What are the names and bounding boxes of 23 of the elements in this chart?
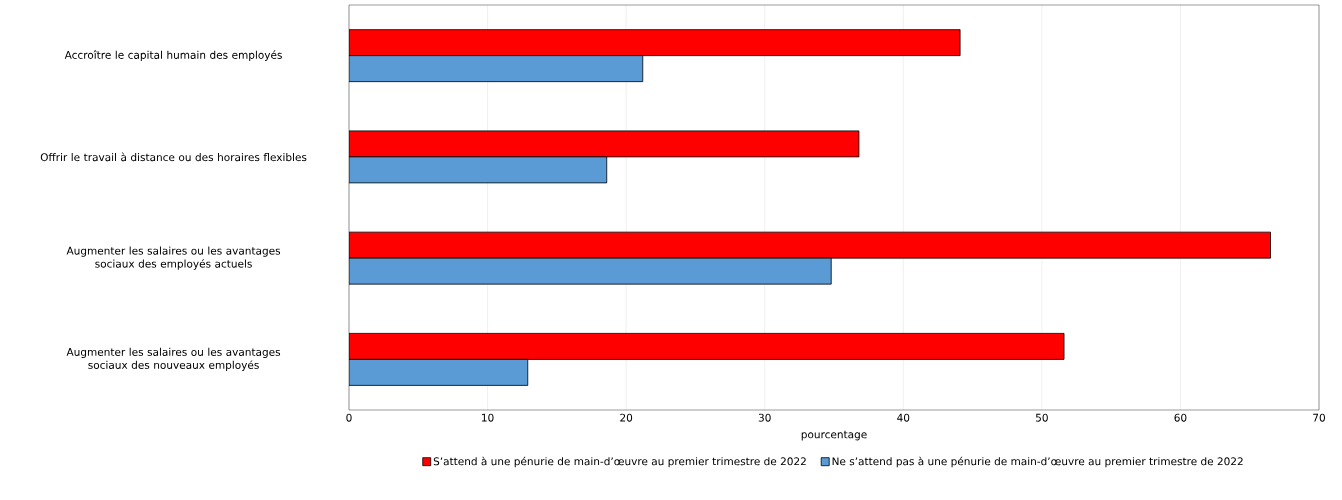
x-tick-label: 40 [897, 413, 910, 422]
x-tick-label: 70 [1313, 413, 1325, 422]
x-tick-label: 10 [482, 413, 494, 422]
y-tick-label: Offrir le travail à distance ou des horaires flexibles [40, 152, 307, 162]
bar [349, 156, 608, 184]
bar [349, 130, 860, 158]
x-tick-label: 0 [346, 413, 352, 422]
x-tick-label: 50 [1035, 413, 1048, 422]
y-tick-label: Augmenter les salaires ou les avantages sociaux des employés actuels [66, 246, 281, 270]
bar [349, 55, 644, 83]
x-tick-label: 20 [620, 413, 633, 422]
y-tick-label: Accroître le capital humain des employés [64, 50, 282, 61]
bar [349, 332, 1065, 360]
y-tick-label: Augmenter les salaires ou les avantages sociaux des nouveaux employés [66, 347, 281, 371]
x-tick-label: 30 [758, 413, 771, 422]
legend-label: Ne s’attend pas à une pénurie de main-d’œuvre au premier trimestre de 2022 [832, 456, 1243, 468]
bar [349, 358, 529, 386]
legend-label: S’attend à une pénurie de main-d’œuvre au premier trimestre de 2022 [433, 456, 806, 468]
bar [349, 29, 961, 57]
bar [349, 231, 1271, 259]
x-tick-label: 60 [1174, 413, 1187, 422]
x-axis-title: pourcentage [801, 430, 867, 441]
bar [349, 257, 832, 285]
